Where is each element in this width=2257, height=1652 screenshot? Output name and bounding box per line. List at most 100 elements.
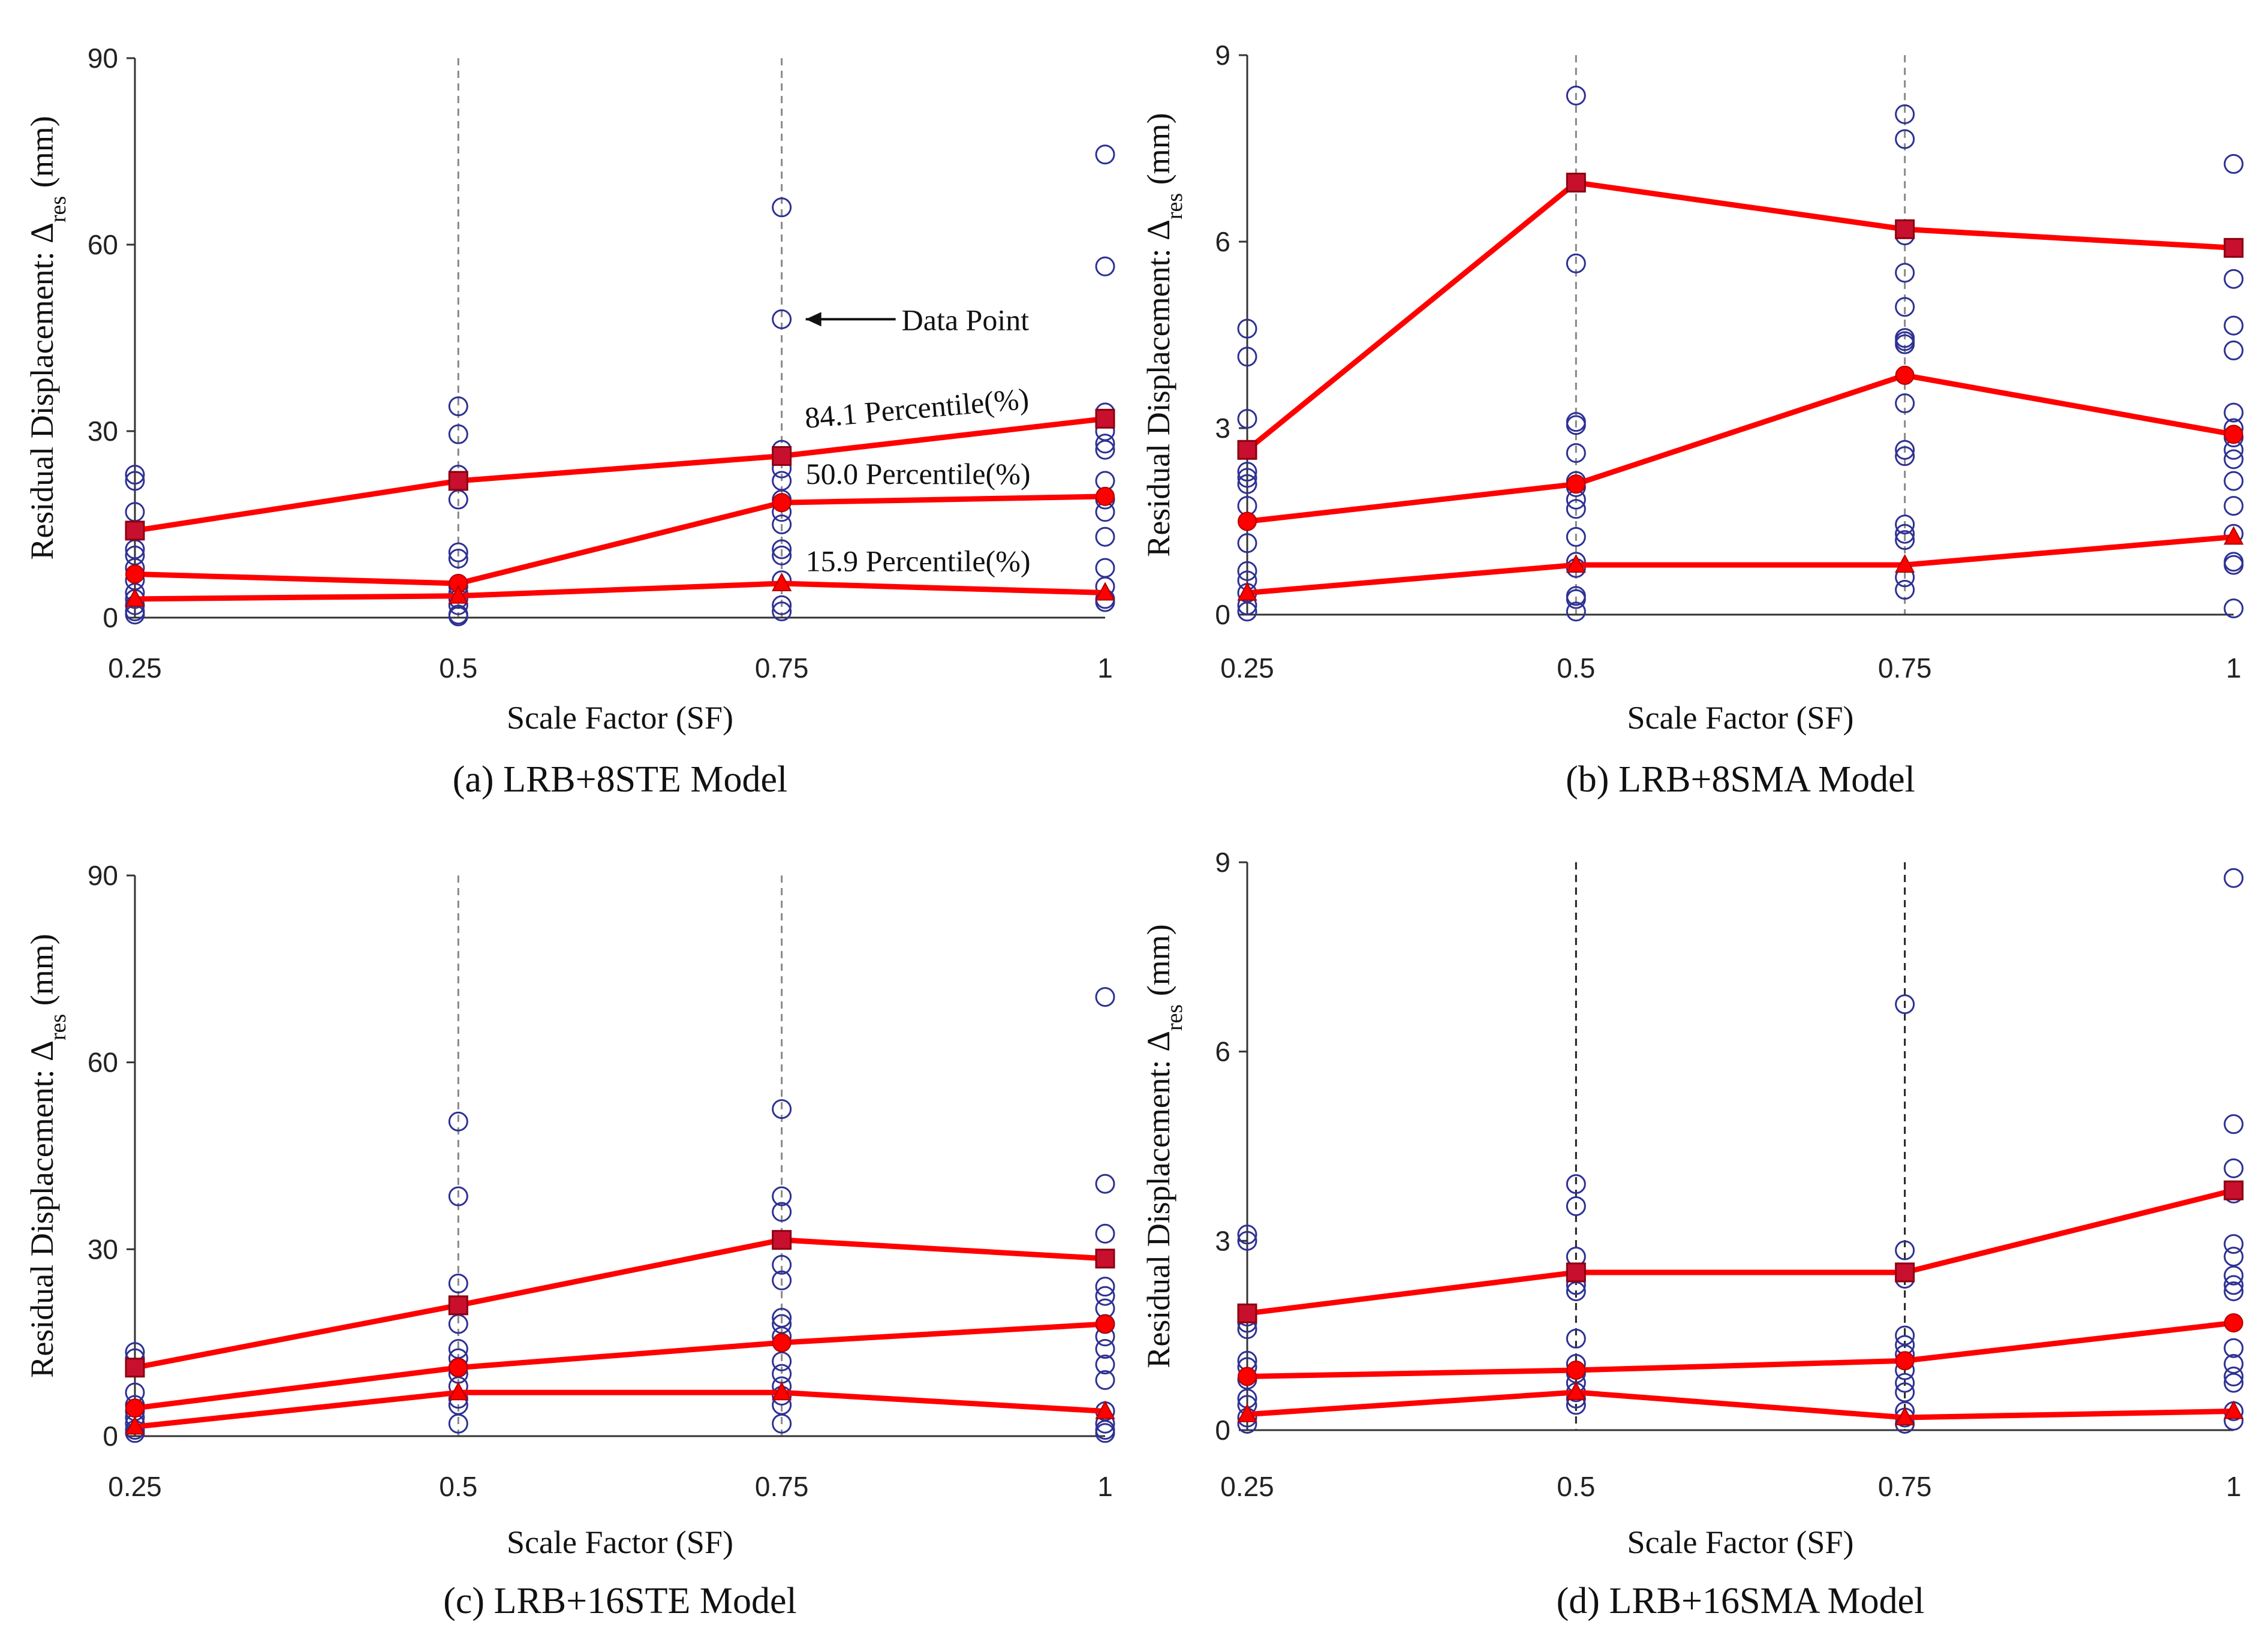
percentile-50-marker xyxy=(2224,1313,2243,1333)
percentile-50-marker xyxy=(772,493,792,513)
x-tick-label: 0.5 xyxy=(439,652,477,684)
y-tick-label: 90 xyxy=(88,43,118,74)
data-point xyxy=(1566,526,1586,547)
y-axis-label-subscript: res xyxy=(1162,1004,1187,1031)
percentile-50-marker xyxy=(1096,486,1115,506)
y-axis-label-main: Residual Displacement: Δ xyxy=(24,1040,60,1378)
percentile-line-50 xyxy=(1247,1320,2234,1380)
percentile-84-marker xyxy=(1566,173,1586,193)
data-point xyxy=(1095,1339,1115,1359)
data-point xyxy=(1095,145,1115,165)
data-point xyxy=(1895,994,1915,1015)
x-tick-label: 1 xyxy=(2226,1471,2241,1502)
data-point xyxy=(2223,598,2244,619)
percentile-50-marker xyxy=(2224,425,2243,444)
percentile-15-marker xyxy=(1237,582,1257,601)
y-axis-label-unit: (mm) xyxy=(24,934,60,1013)
data-point xyxy=(2223,555,2244,575)
data-point xyxy=(1095,440,1115,460)
data-point xyxy=(2223,1247,2244,1267)
percentile-15-marker xyxy=(125,1416,145,1435)
y-tick-label: 0 xyxy=(103,1421,118,1452)
data-point xyxy=(1237,408,1257,429)
data-point xyxy=(1895,440,1915,460)
data-point xyxy=(772,514,792,534)
data-point xyxy=(125,545,145,565)
data-point xyxy=(2223,269,2244,289)
percentile-84-marker xyxy=(125,1358,145,1378)
percentile-line-15 xyxy=(134,1389,1106,1430)
data-point xyxy=(1095,558,1115,578)
percentile-84-label: 84.1 Percentile(%) xyxy=(804,381,1030,434)
y-tick-label: 0 xyxy=(1215,1415,1230,1446)
percentile-50-marker xyxy=(1238,511,1257,531)
y-axis-label: Residual Displacement: Δres (mm) xyxy=(1140,924,1187,1368)
data-point xyxy=(1895,580,1915,600)
data-point xyxy=(772,595,792,615)
percentile-50-marker xyxy=(1895,365,1915,385)
y-tick-label: 60 xyxy=(88,229,118,260)
data-point xyxy=(448,1273,468,1293)
percentile-line-15 xyxy=(1247,1389,2234,1421)
data-point xyxy=(2223,1367,2244,1387)
data-point xyxy=(1095,1355,1115,1375)
x-tick-label: 0.25 xyxy=(108,1471,162,1502)
x-tick-label: 0.75 xyxy=(1878,652,1932,684)
y-axis-label-subscript: res xyxy=(46,1014,71,1040)
data-point xyxy=(772,197,792,218)
data-point xyxy=(2223,1114,2244,1135)
percentile-15-marker xyxy=(771,1382,792,1401)
y-axis-label: Residual Displacement: Δres (mm) xyxy=(1140,113,1187,556)
data-point xyxy=(448,549,468,569)
data-point xyxy=(2223,1354,2244,1374)
data-point xyxy=(2223,1338,2244,1358)
y-axis-label-main: Residual Displacement: Δ xyxy=(1140,1031,1176,1368)
x-axis-label: Scale Factor (SF) xyxy=(507,1524,733,1560)
percentile-50-marker xyxy=(449,1358,468,1377)
y-axis-label-unit: (mm) xyxy=(24,116,60,195)
data-point xyxy=(2223,1275,2244,1295)
data-point xyxy=(2223,340,2244,360)
percentile-50-marker xyxy=(1238,1367,1257,1386)
data-point xyxy=(1095,987,1115,1007)
percentile-line-50 xyxy=(1247,372,2234,524)
y-axis-label-main: Residual Displacement: Δ xyxy=(24,222,60,560)
y-axis-label-main: Residual Displacement: Δ xyxy=(1140,219,1176,557)
data-point xyxy=(448,1111,468,1132)
data-point xyxy=(772,1351,792,1371)
data-point xyxy=(448,396,468,417)
data-point xyxy=(1895,334,1915,354)
data-point xyxy=(1095,256,1115,276)
y-tick-label: 6 xyxy=(1215,226,1230,257)
data-point xyxy=(2223,449,2244,470)
data-point xyxy=(2223,1281,2244,1302)
data-point xyxy=(1095,1277,1115,1297)
data-point xyxy=(1895,297,1915,317)
percentile-84-marker xyxy=(2223,237,2244,258)
data-point xyxy=(1566,589,1586,609)
y-tick-label: 3 xyxy=(1215,413,1230,444)
data-point xyxy=(125,471,145,491)
panel-caption: (d) LRB+16SMA Model xyxy=(1557,1581,1925,1621)
percentile-15-marker xyxy=(1894,553,1915,573)
data-point xyxy=(1566,415,1586,435)
x-axis-label: Scale Factor (SF) xyxy=(1627,700,1854,736)
data-point xyxy=(448,542,468,562)
data-point xyxy=(1237,468,1257,488)
percentile-15-marker xyxy=(1566,553,1587,573)
data-point xyxy=(1237,462,1257,482)
y-tick-label: 0 xyxy=(1215,599,1230,630)
y-axis-label-subscript: res xyxy=(1162,193,1187,219)
percentile-84-marker xyxy=(1095,1248,1115,1269)
x-tick-label: 0.25 xyxy=(1220,652,1274,684)
y-axis-label-unit: (mm) xyxy=(1140,113,1176,192)
data-point xyxy=(772,539,792,559)
data-point xyxy=(1095,1173,1115,1194)
percentile-15-marker xyxy=(1894,1406,1915,1425)
data-point xyxy=(1095,1286,1115,1306)
data-point xyxy=(1095,526,1115,547)
y-tick-label: 0 xyxy=(103,602,118,633)
data-point xyxy=(2223,1234,2244,1254)
x-axis-label: Scale Factor (SF) xyxy=(507,700,733,736)
